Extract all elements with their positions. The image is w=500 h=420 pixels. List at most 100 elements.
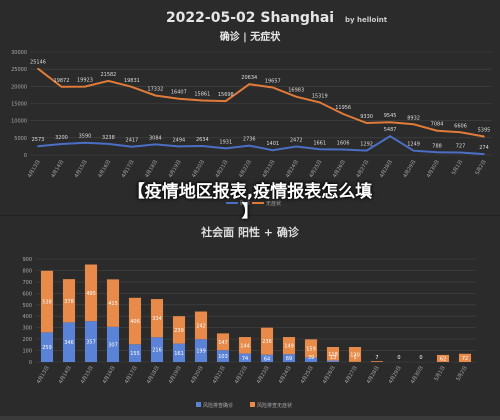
bar-label-asymptomatic: 72: [462, 356, 468, 362]
data-label: 9330: [360, 114, 373, 120]
data-point: [108, 80, 110, 82]
data-point: [319, 102, 321, 104]
bar-label-asymptomatic: 0: [397, 355, 400, 361]
bar-label-asymptomatic: 62: [440, 356, 446, 362]
data-label: 20634: [241, 75, 257, 81]
data-point: [84, 86, 86, 88]
x-tick-label: 4月25日: [300, 365, 315, 385]
data-point: [131, 86, 133, 88]
bar-label-confirmed: 307: [108, 342, 118, 348]
x-tick-label: 4月23日: [256, 365, 271, 385]
y-tick-label: 300: [22, 326, 32, 332]
bar-label-asymptomatic: 415: [108, 301, 118, 307]
data-label: 2573: [32, 137, 45, 143]
data-point: [413, 124, 415, 126]
x-tick-label: 4月28日: [379, 159, 394, 179]
data-label: 2634: [196, 137, 209, 143]
data-label: 5487: [384, 127, 397, 133]
data-label: 1931: [219, 139, 232, 145]
y-tick-label: 100: [22, 349, 32, 355]
data-label: 15698: [218, 92, 234, 98]
bar-label-asymptomatic: 147: [218, 340, 228, 346]
bar-label-confirmed: 199: [196, 349, 206, 355]
y-tick-label: 500: [22, 303, 32, 309]
data-point: [295, 96, 297, 98]
bar-label-asymptomatic: 242: [196, 323, 206, 329]
x-tick-label: 4月21日: [215, 159, 230, 179]
data-point: [483, 136, 485, 138]
y-tick-label: 700: [22, 280, 32, 286]
x-tick-label: 4月14日: [58, 365, 73, 385]
y-tick-label: 25000: [11, 67, 27, 73]
data-point: [155, 95, 157, 97]
y-tick-label: 600: [22, 291, 32, 297]
data-point: [178, 146, 180, 148]
bar-label-asymptomatic: 538: [42, 300, 52, 306]
y-tick-label: 0: [29, 360, 32, 366]
x-tick-label: 4月18日: [144, 159, 159, 179]
bar-label-confirmed: 64: [264, 356, 270, 362]
legend-label-asymptomatic: 风险排查无症状: [257, 402, 292, 409]
bar-label-asymptomatic: 334: [152, 316, 162, 322]
data-label: 1401: [266, 141, 279, 147]
bar-label-confirmed: 161: [174, 351, 184, 357]
data-label: 274: [479, 145, 489, 151]
data-label: 19923: [77, 78, 93, 84]
article-title-overlay: 【疫情地区报表,疫情报表怎么填 】: [70, 182, 430, 222]
bar-label-confirmed: 357: [86, 340, 96, 346]
data-label: 11956: [335, 105, 351, 111]
x-tick-label: 4月24日: [285, 159, 300, 179]
data-label: 21582: [100, 72, 116, 78]
x-tick-label: 5月2日: [474, 159, 487, 176]
data-point: [155, 144, 157, 146]
data-label: 16983: [288, 88, 304, 94]
data-point: [178, 98, 180, 100]
data-point: [436, 151, 438, 153]
x-tick-label: 4月18日: [146, 365, 161, 385]
data-point: [131, 146, 133, 148]
data-label: 2417: [126, 138, 139, 144]
x-tick-label: 4月15日: [74, 159, 89, 179]
line-chart-credit: by helloint: [345, 16, 388, 24]
data-point: [460, 132, 462, 134]
data-label: 9545: [384, 113, 397, 119]
data-point: [483, 153, 485, 155]
x-tick-label: 5月1日: [451, 159, 464, 176]
bar-label-asymptomatic: 159: [306, 346, 316, 352]
data-point: [248, 145, 250, 147]
series-line-asymptomatic: [38, 69, 484, 137]
x-tick-label: 4月27日: [355, 159, 370, 179]
data-point: [389, 121, 391, 123]
data-label: 788: [432, 143, 442, 149]
bar-label-confirmed: 74: [242, 356, 248, 362]
bar-label-asymptomatic: 7: [375, 355, 378, 361]
data-point: [272, 149, 274, 151]
data-point: [84, 142, 86, 144]
data-label: 5395: [478, 127, 491, 133]
y-tick-label: 10000: [11, 119, 27, 125]
data-point: [436, 130, 438, 132]
data-label: 1292: [360, 142, 373, 148]
x-tick-label: 4月17日: [124, 365, 139, 385]
data-point: [272, 87, 274, 89]
x-tick-label: 4月19日: [168, 159, 183, 179]
data-point: [389, 135, 391, 137]
x-tick-label: 5月1日: [433, 365, 446, 382]
bar-label-confirmed: 155: [130, 351, 140, 357]
bar-label-asymptomatic: 378: [64, 299, 74, 305]
data-point: [248, 83, 250, 85]
legend-swatch-confirmed: [196, 402, 201, 407]
x-tick-label: 4月26日: [322, 365, 337, 385]
data-label: 25146: [30, 60, 46, 66]
line-chart-title: 2022-05-02 Shanghai: [166, 10, 334, 26]
x-tick-label: 4月14日: [50, 159, 65, 179]
bar-chart-title: 社会面 阳性 + 确诊: [200, 225, 300, 239]
x-tick-label: 4月13日: [36, 365, 51, 385]
data-point: [366, 150, 368, 152]
bar-label-confirmed: 259: [42, 345, 52, 351]
x-tick-label: 4月22日: [238, 159, 253, 179]
data-point: [225, 148, 227, 150]
data-point: [460, 152, 462, 154]
